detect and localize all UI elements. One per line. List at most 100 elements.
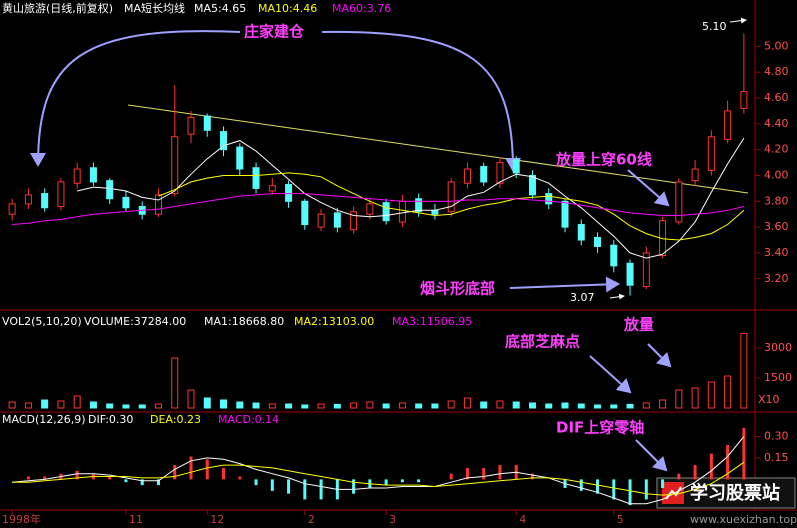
candle-body: [577, 224, 585, 241]
chart-title: 黄山旅游(日线,前复权): [2, 1, 113, 15]
candle-body: [122, 196, 130, 209]
x-tick-label: 4: [519, 513, 526, 526]
x-tick-label: 1998年: [2, 512, 41, 526]
annotation: DIF上穿零轴: [556, 419, 644, 437]
y-tick-label: 4.20: [764, 143, 789, 156]
candle-body: [24, 194, 32, 205]
legend-entry: MA60:3.76: [332, 2, 391, 15]
candle-body: [301, 200, 309, 226]
candle-body: [528, 174, 536, 196]
ma-line: [158, 172, 745, 241]
volume-bar: [431, 403, 439, 409]
y-tick-label: 4.60: [764, 91, 789, 104]
volume-bar: [496, 400, 504, 409]
volume-bar: [41, 399, 49, 409]
volume-bar: [447, 400, 455, 409]
candle-body: [57, 181, 65, 207]
annotation: 放量: [623, 316, 654, 334]
volume-bar: [480, 401, 488, 409]
volume-bar: [528, 402, 536, 409]
candle-body: [398, 200, 406, 223]
candle-body: [41, 193, 49, 209]
candle-body: [220, 131, 228, 151]
volume-bar: [561, 402, 569, 409]
annotation-arrows: [30, 30, 672, 472]
volume-bar: [89, 401, 97, 409]
frame: [0, 0, 797, 511]
y-tick-label: 4.80: [764, 65, 789, 78]
candle-body: [626, 262, 634, 286]
y-tick-label: 3.20: [764, 272, 789, 285]
watermark-url: www.xuexizhan.top: [690, 513, 797, 526]
candle-body: [171, 136, 179, 195]
candle-body: [203, 115, 211, 131]
y-tick-label: 3.60: [764, 220, 789, 233]
candle-body: [89, 167, 97, 183]
candle-body: [610, 244, 618, 267]
volume-bar: [724, 375, 732, 409]
annotation: 庄家建仓: [244, 23, 305, 41]
volume-bar: [398, 402, 406, 409]
candle-body: [268, 185, 276, 192]
candle-body: [106, 180, 114, 200]
y-tick-label: 3000: [764, 341, 792, 354]
volume-bar: [333, 403, 341, 409]
legend-entry: DIF:0.30: [88, 413, 133, 426]
volume-bar: [659, 399, 667, 409]
volume-bar: [626, 403, 634, 409]
ma-line: [12, 193, 745, 225]
volume-bar: [203, 397, 211, 409]
y-tick-label: 1500: [764, 371, 792, 384]
volume-bar: [252, 402, 260, 409]
candle-body: [642, 252, 650, 288]
volume-bar: [73, 395, 81, 409]
candle-body: [382, 202, 390, 222]
watermark-name: 学习股票站: [690, 482, 780, 504]
annotation: 5.10: [702, 20, 727, 33]
legend-entry: MA10:4.46: [258, 2, 317, 15]
y-tick-label: 3.80: [764, 194, 789, 207]
annotation: 烟斗形底部: [420, 280, 495, 298]
trend-line: [127, 104, 749, 194]
candle-body: [512, 159, 520, 174]
candle-body: [285, 184, 293, 202]
price-arrows: [609, 17, 747, 300]
candle-body: [431, 209, 439, 215]
volume-bar: [707, 381, 715, 409]
candle-body: [333, 212, 341, 228]
candle-body: [73, 168, 81, 184]
candle-body: [480, 165, 488, 183]
dif-line: [12, 436, 745, 505]
volume-bar: [57, 400, 65, 409]
volume-bar: [577, 403, 585, 409]
volume-bar: [691, 387, 699, 409]
volume-bar: [268, 403, 276, 409]
candle-body: [740, 91, 748, 109]
volume-bar: [24, 402, 32, 409]
x-tick-label: 11: [129, 513, 143, 526]
annotation: 底部芝麻点: [505, 333, 580, 351]
volume-bar: [301, 404, 309, 409]
volume-bar: [187, 389, 195, 409]
candle-body: [154, 194, 162, 215]
volume-bar: [366, 401, 374, 409]
volume-title: VOL2(5,10,20): [2, 315, 82, 328]
legend-entry: MA5:4.65: [194, 2, 246, 15]
candle-body: [594, 236, 602, 247]
y-tick-label: 0.30: [764, 429, 789, 442]
candle-body: [545, 193, 553, 205]
y-tick-label: 5.00: [764, 39, 789, 52]
x-tick-label: 2: [308, 513, 315, 526]
candle-body: [561, 200, 569, 228]
y-tick-label: 3.40: [764, 246, 789, 259]
indicator-name: MA短长均线: [124, 1, 185, 15]
volume-bar: [138, 404, 146, 409]
legend-entry: MA3:11506.95: [392, 315, 472, 328]
candle-body: [252, 167, 260, 189]
volume-bar: [122, 404, 130, 409]
volume-bar: [740, 332, 748, 409]
candle-body: [236, 146, 244, 170]
x-tick-label: 5: [617, 513, 624, 526]
candle-body: [8, 203, 16, 215]
